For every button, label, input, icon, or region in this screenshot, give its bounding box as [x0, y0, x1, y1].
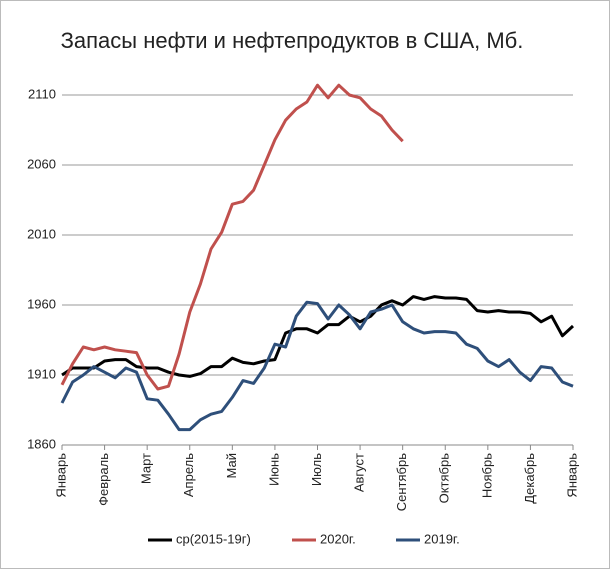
y-tick-label: 2060	[27, 156, 56, 171]
x-tick-label: Октябрь	[437, 453, 452, 504]
y-tick-label: 1910	[27, 366, 56, 381]
series-line	[60, 83, 404, 391]
x-tick-label: Апрель	[181, 453, 196, 497]
x-tick-label: Сентябрь	[394, 453, 409, 511]
y-tick-label: 2010	[27, 226, 56, 241]
x-tick-label: Ноябрь	[479, 453, 494, 498]
x-tick-label: Август	[352, 453, 367, 492]
series-line	[60, 300, 574, 432]
y-tick-label: 2110	[28, 86, 56, 101]
series-line	[61, 295, 575, 378]
x-tick-label: Май	[224, 453, 239, 478]
legend-label: ср(2015-19г)	[176, 531, 251, 546]
chart-title: Запасы нефти и нефтепродуктов в США, Мб.	[61, 28, 524, 53]
y-tick-label: 1960	[27, 296, 56, 311]
x-tick-label: Март	[139, 453, 154, 484]
y-tick-label: 1860	[27, 436, 56, 451]
x-tick-label: Январь	[564, 453, 579, 498]
legend-label: 2019г.	[424, 531, 460, 546]
x-tick-label: Декабрь	[522, 453, 537, 504]
legend-label: 2020г.	[320, 531, 356, 546]
x-tick-label: Январь	[53, 453, 68, 498]
x-tick-label: Июль	[309, 453, 324, 486]
x-tick-label: Февраль	[96, 453, 111, 506]
x-tick-label: Июнь	[266, 453, 281, 486]
